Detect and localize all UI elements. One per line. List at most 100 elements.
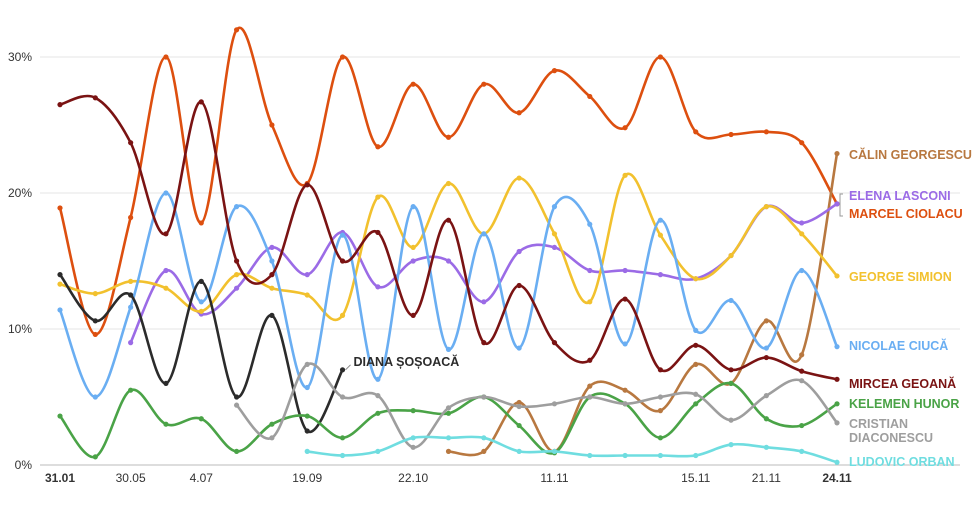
data-point xyxy=(445,134,452,140)
data-point xyxy=(728,442,734,448)
y-tick-label: 20% xyxy=(8,186,32,200)
data-point xyxy=(657,272,664,278)
data-point xyxy=(763,204,769,210)
x-tick-label: 15.11 xyxy=(681,471,710,485)
data-point xyxy=(763,345,769,351)
data-point xyxy=(657,217,664,223)
data-point xyxy=(269,421,275,427)
data-point xyxy=(516,110,522,116)
data-point xyxy=(198,278,204,284)
data-point xyxy=(410,81,416,87)
data-point xyxy=(763,416,769,422)
data-point xyxy=(481,394,487,400)
data-point xyxy=(657,452,664,459)
data-point xyxy=(445,410,452,416)
data-point xyxy=(92,318,98,324)
series-label-diana-sosoaca: DIANA ȘOȘOACĂ xyxy=(354,354,460,369)
data-point xyxy=(339,394,346,400)
data-point xyxy=(128,292,134,298)
data-point xyxy=(339,367,346,373)
data-point xyxy=(834,344,840,350)
data-point xyxy=(304,428,310,434)
data-point xyxy=(799,267,805,274)
data-point xyxy=(163,190,169,196)
data-point xyxy=(163,421,169,427)
data-point xyxy=(445,405,452,411)
data-point xyxy=(163,380,169,386)
x-tick-label: 24.11 xyxy=(822,471,852,485)
data-point xyxy=(799,231,805,237)
data-point xyxy=(657,367,664,373)
data-point xyxy=(128,140,134,146)
data-point xyxy=(163,285,169,291)
data-point xyxy=(551,448,558,454)
data-point xyxy=(799,378,805,384)
data-point xyxy=(728,131,734,138)
data-point xyxy=(799,422,805,429)
data-point xyxy=(763,129,769,135)
data-point xyxy=(834,401,840,407)
data-point xyxy=(375,194,381,200)
data-point xyxy=(269,258,275,264)
series-line xyxy=(305,435,839,464)
data-point xyxy=(587,299,593,305)
data-point xyxy=(481,231,487,237)
data-point xyxy=(269,435,275,441)
data-point xyxy=(763,354,769,361)
data-point xyxy=(57,102,63,108)
data-point xyxy=(375,448,381,454)
data-point xyxy=(622,172,628,178)
data-point xyxy=(304,292,310,298)
data-point xyxy=(304,384,310,391)
x-tick-label: 11.11 xyxy=(540,471,569,485)
data-point xyxy=(375,229,381,236)
data-point xyxy=(57,307,63,313)
data-point xyxy=(622,267,628,274)
data-point xyxy=(587,357,593,363)
series-label-nicolae-ciuca: NICOLAE CIUCĂ xyxy=(849,338,948,353)
data-point xyxy=(269,272,275,278)
data-point xyxy=(516,282,522,289)
data-point xyxy=(834,150,840,157)
data-point xyxy=(763,393,769,399)
data-point xyxy=(163,231,169,237)
data-point xyxy=(693,342,699,348)
series-diana-sosoaca xyxy=(57,272,346,434)
data-point xyxy=(233,272,240,278)
data-point xyxy=(799,140,805,146)
data-point xyxy=(587,383,593,389)
data-point xyxy=(445,448,452,454)
gridlines xyxy=(40,56,960,466)
series-label-mircea-geoana: MIRCEA GEOANĂ xyxy=(849,376,956,391)
data-point xyxy=(728,252,734,259)
data-point xyxy=(622,387,628,393)
data-point xyxy=(481,81,487,87)
data-point xyxy=(587,267,593,274)
series-label-cristian-diaconescu: CRISTIAN DIACONESCU xyxy=(849,417,933,445)
x-tick-label: 22.10 xyxy=(398,471,428,485)
series-cristian-diaconescu xyxy=(233,361,840,450)
data-point xyxy=(587,394,593,400)
data-point xyxy=(587,221,593,227)
y-tick-label: 10% xyxy=(8,322,32,336)
data-point xyxy=(516,403,522,410)
data-point xyxy=(622,452,628,459)
data-point xyxy=(128,304,134,310)
series-label-marcel-ciolacu: MARCEL CIOLACU xyxy=(849,207,963,221)
series-label-elena-lasconi: ELENA LASCONI xyxy=(849,189,951,203)
data-point xyxy=(587,93,593,100)
data-point xyxy=(657,408,664,414)
data-point xyxy=(233,285,240,291)
data-point xyxy=(551,244,558,250)
data-point xyxy=(304,448,310,454)
data-point xyxy=(304,182,310,188)
data-point xyxy=(445,346,452,352)
data-point xyxy=(834,459,840,465)
data-point xyxy=(481,448,487,454)
data-point xyxy=(339,232,346,238)
data-point xyxy=(57,205,63,211)
data-point xyxy=(516,248,522,255)
data-point xyxy=(445,435,452,441)
y-tick-label: 30% xyxy=(8,50,32,64)
data-point xyxy=(128,278,134,284)
